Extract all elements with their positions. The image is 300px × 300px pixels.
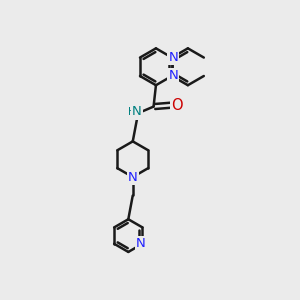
Text: N: N	[136, 237, 146, 250]
Text: O: O	[172, 98, 183, 112]
Text: N: N	[169, 51, 178, 64]
Text: N: N	[128, 170, 138, 184]
Text: N: N	[169, 70, 178, 83]
Text: N: N	[132, 106, 142, 118]
Text: H: H	[128, 107, 135, 117]
